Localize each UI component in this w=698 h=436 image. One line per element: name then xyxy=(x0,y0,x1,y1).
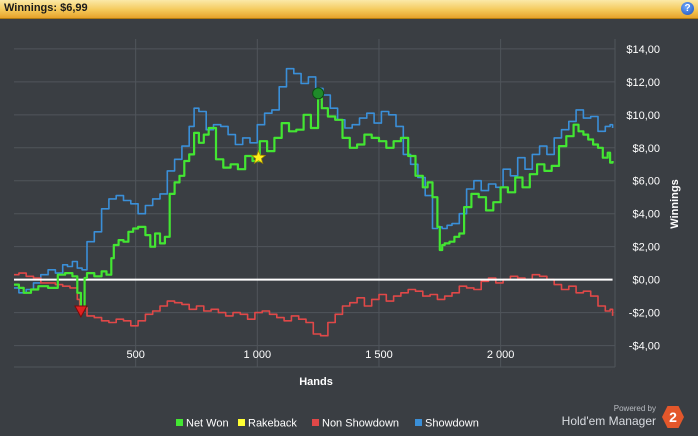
star-marker xyxy=(250,149,267,165)
y-tick-labels: $14,00 $12,00 $10,00 $8,00 $6,00 $4,00 $2,00 $0… xyxy=(626,44,660,353)
showdown-line xyxy=(14,67,614,294)
y-tick-label: $2,00 xyxy=(632,242,660,254)
brand-name: Hold'em Manager xyxy=(561,414,656,428)
winnings-title: Winnings: $6,99 xyxy=(4,2,88,14)
y-tick-label: $12,00 xyxy=(626,77,660,89)
x-tick-label: 1 500 xyxy=(365,349,393,361)
series-lines xyxy=(14,67,614,337)
y-tick-label: $6,00 xyxy=(632,176,660,188)
y-tick-label: $4,00 xyxy=(632,209,660,221)
y-tick-label: -$2,00 xyxy=(629,308,660,320)
hem2-logo-icon: 2 xyxy=(662,406,684,428)
legend-label-rakeback: Rakeback xyxy=(248,418,297,430)
legend-swatch-non-showdown xyxy=(312,419,319,426)
y-tick-label: -$4,00 xyxy=(629,341,660,353)
legend-swatch-showdown xyxy=(415,419,422,426)
x-tick-label: 500 xyxy=(126,349,144,361)
x-tick-labels: 500 1 000 1 500 2 000 xyxy=(126,349,514,361)
help-icon[interactable]: ? xyxy=(681,2,694,15)
max-marker xyxy=(312,87,325,100)
brand-block: Powered by Hold'em Manager 2 xyxy=(554,404,684,432)
y-tick-label: $0,00 xyxy=(632,275,660,287)
x-tick-label: 2 000 xyxy=(487,349,515,361)
min-marker xyxy=(74,305,88,319)
title-bar: Winnings: $6,99 ? xyxy=(0,0,698,19)
y-tick-label: $10,00 xyxy=(626,110,660,122)
legend: Net Won Rakeback Non Showdown Showdown xyxy=(176,418,479,430)
markers xyxy=(74,87,325,319)
y-tick-label: $14,00 xyxy=(626,44,660,56)
y-tick-label: $8,00 xyxy=(632,143,660,155)
x-axis-label: Hands xyxy=(299,376,333,388)
legend-label-net-won: Net Won xyxy=(186,418,229,430)
powered-by-text: Powered by xyxy=(613,404,656,413)
legend-swatch-net-won xyxy=(176,419,183,426)
winnings-chart: $14,00 $12,00 $10,00 $8,00 $6,00 $4,00 $2,00 $0… xyxy=(14,39,681,430)
x-tick-label: 1 000 xyxy=(244,349,272,361)
legend-label-showdown: Showdown xyxy=(425,418,479,430)
net-won-line xyxy=(14,97,614,309)
legend-swatch-rakeback xyxy=(238,419,245,426)
y-axis-label: Winnings xyxy=(669,179,681,228)
plot-area xyxy=(14,39,615,367)
legend-label-non-showdown: Non Showdown xyxy=(322,418,399,430)
non-showdown-line xyxy=(14,272,614,337)
